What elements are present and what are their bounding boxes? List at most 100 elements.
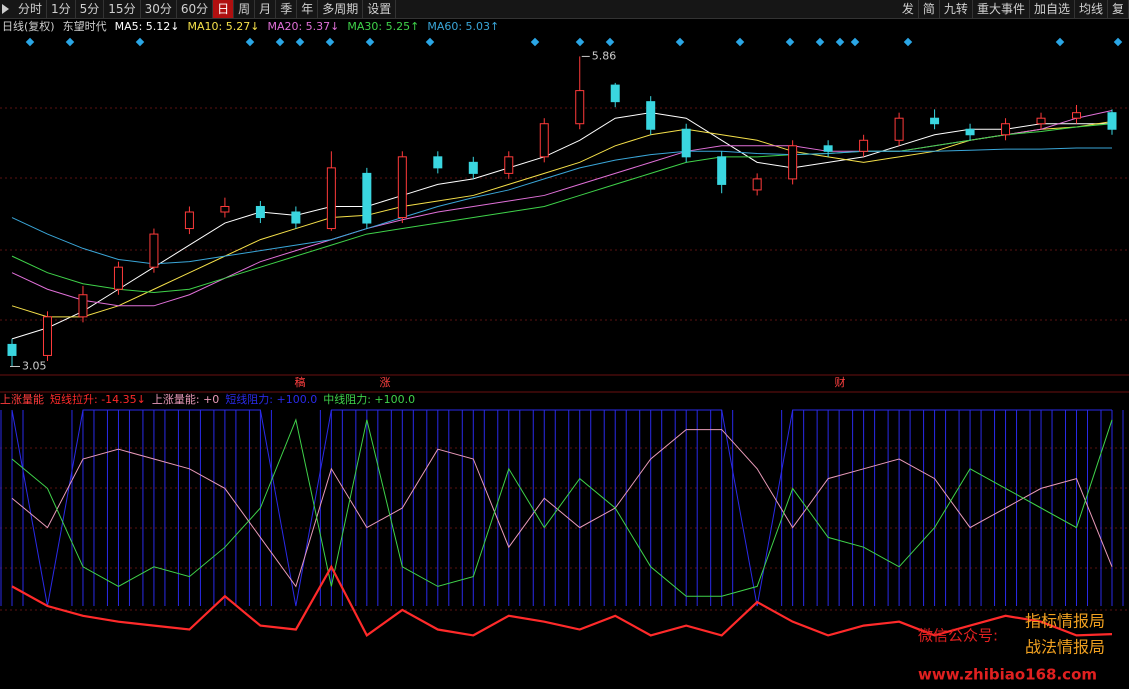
- indicator-line: [11, 429, 1113, 588]
- legend-item: MA5: 5.12↓: [115, 20, 180, 33]
- candle-body: [220, 205, 230, 213]
- candle-body: [326, 167, 336, 230]
- event-marker: [605, 37, 615, 47]
- candle-body: [823, 145, 833, 152]
- toolbar-button[interactable]: 设置: [363, 0, 397, 18]
- toolbar: 分时 1分 5分 15分 30分 60分日周月季年多周期 设置 发简九转 重大事件 加自选 均线复: [0, 0, 1129, 19]
- indicator-legend: 短线拉升: -14.35↓: [50, 392, 146, 406]
- candle-body: [1036, 117, 1046, 125]
- high-label: 5.86: [592, 49, 617, 62]
- toolbar-button[interactable]: 均线: [1075, 0, 1108, 18]
- legend-item: MA30: 5.25↑: [347, 20, 419, 33]
- event-marker: [835, 37, 845, 47]
- candle-body: [930, 117, 940, 125]
- candle-body: [184, 211, 194, 230]
- candle-body: [575, 90, 585, 125]
- candle-body: [504, 156, 514, 174]
- candle-body: [1001, 123, 1011, 136]
- candle-body: [149, 233, 159, 268]
- toolbar-button[interactable]: 60分: [177, 0, 214, 18]
- toolbar-button[interactable]: 重大事件: [973, 0, 1030, 18]
- legend-item: MA10: 5.27↓: [188, 20, 260, 33]
- indicator-legend: 中线阻力: +100.0: [323, 392, 415, 406]
- legend-item: MA20: 5.37↓: [267, 20, 339, 33]
- candle-body: [681, 128, 691, 158]
- event-marker: [25, 37, 35, 47]
- toolbar-button[interactable]: 月: [255, 0, 277, 18]
- candle-body: [894, 117, 904, 141]
- event-marker: [903, 37, 913, 47]
- event-annotation: 财: [835, 375, 846, 389]
- indicator-legend: 上涨量能: [0, 392, 44, 406]
- watermark: 战法情报局: [1025, 638, 1105, 657]
- toolbar-button[interactable]: 季: [276, 0, 298, 18]
- toolbar-button[interactable]: 多周期: [318, 0, 364, 18]
- event-marker: [65, 37, 75, 47]
- candle-body: [468, 161, 478, 174]
- watermark: www.zhibiao168.com: [918, 666, 1097, 684]
- toolbar-button[interactable]: 5分: [76, 0, 105, 18]
- event-marker: [815, 37, 825, 47]
- watermark: 指标情报局: [1025, 612, 1105, 631]
- toolbar-button[interactable]: 年: [297, 0, 319, 18]
- toolbar-button[interactable]: 加自选: [1030, 0, 1075, 18]
- toolbar-button[interactable]: 复: [1108, 0, 1129, 18]
- candle-body: [788, 145, 798, 180]
- legend-item: MA60: 5.03↑: [427, 20, 499, 33]
- event-marker: [850, 37, 860, 47]
- indicator-line: [11, 564, 1113, 638]
- toolbar-button[interactable]: 1分: [47, 0, 76, 18]
- event-marker: [735, 37, 745, 47]
- candle-body: [717, 156, 727, 185]
- candle-body: [646, 101, 656, 130]
- event-marker: [135, 37, 145, 47]
- toolbar-button[interactable]: 简: [919, 0, 940, 18]
- event-marker: [325, 37, 335, 47]
- candle-body: [859, 139, 869, 152]
- event-marker: [245, 37, 255, 47]
- event-marker: [575, 37, 585, 47]
- event-marker: [275, 37, 285, 47]
- legend-item: 日线(复权): [2, 19, 55, 33]
- ma-line: [11, 121, 1113, 318]
- event-marker: [1113, 37, 1123, 47]
- event-marker: [365, 37, 375, 47]
- event-marker: [530, 37, 540, 47]
- candle-body: [965, 128, 975, 136]
- toolbar-button[interactable]: 日: [213, 0, 235, 18]
- event-annotation: 稿: [295, 375, 306, 389]
- candle-body: [1107, 112, 1117, 130]
- candle-body: [397, 156, 407, 219]
- ma-line: [11, 112, 1112, 340]
- indicator-line: [11, 418, 1113, 597]
- low-label: 3.05: [22, 359, 47, 372]
- toolbar-button[interactable]: 分时: [14, 0, 48, 18]
- event-marker: [295, 37, 305, 47]
- candle-body: [610, 84, 620, 103]
- candle-body: [539, 123, 549, 158]
- legend-item: 东望时代: [63, 20, 107, 33]
- candle-body: [1072, 112, 1082, 119]
- toolbar-button[interactable]: 30分: [141, 0, 177, 18]
- toolbar-button[interactable]: 周: [234, 0, 256, 18]
- toolbar-button[interactable]: 发: [898, 0, 919, 18]
- candle-body: [7, 343, 17, 356]
- candle-body: [42, 316, 52, 356]
- toolbar-button[interactable]: 九转: [940, 0, 973, 18]
- period-buttons: 分时 1分 5分 15分 30分 60分日周月季年多周期 设置: [14, 0, 397, 18]
- toolbar-button[interactable]: 15分: [104, 0, 141, 18]
- candle-body: [752, 178, 762, 191]
- event-marker: [785, 37, 795, 47]
- indicator-legend: 短线阻力: +100.0: [225, 392, 317, 406]
- indicator-legend: 上涨量能: +0: [152, 392, 219, 406]
- play-icon: [2, 4, 9, 14]
- candle-body: [291, 211, 301, 224]
- event-marker: [425, 37, 435, 47]
- candle-body: [433, 156, 443, 169]
- candle-body: [113, 266, 123, 290]
- candle-body: [78, 294, 88, 318]
- ma-line: [11, 109, 1113, 307]
- watermark: 微信公众号:: [918, 627, 998, 645]
